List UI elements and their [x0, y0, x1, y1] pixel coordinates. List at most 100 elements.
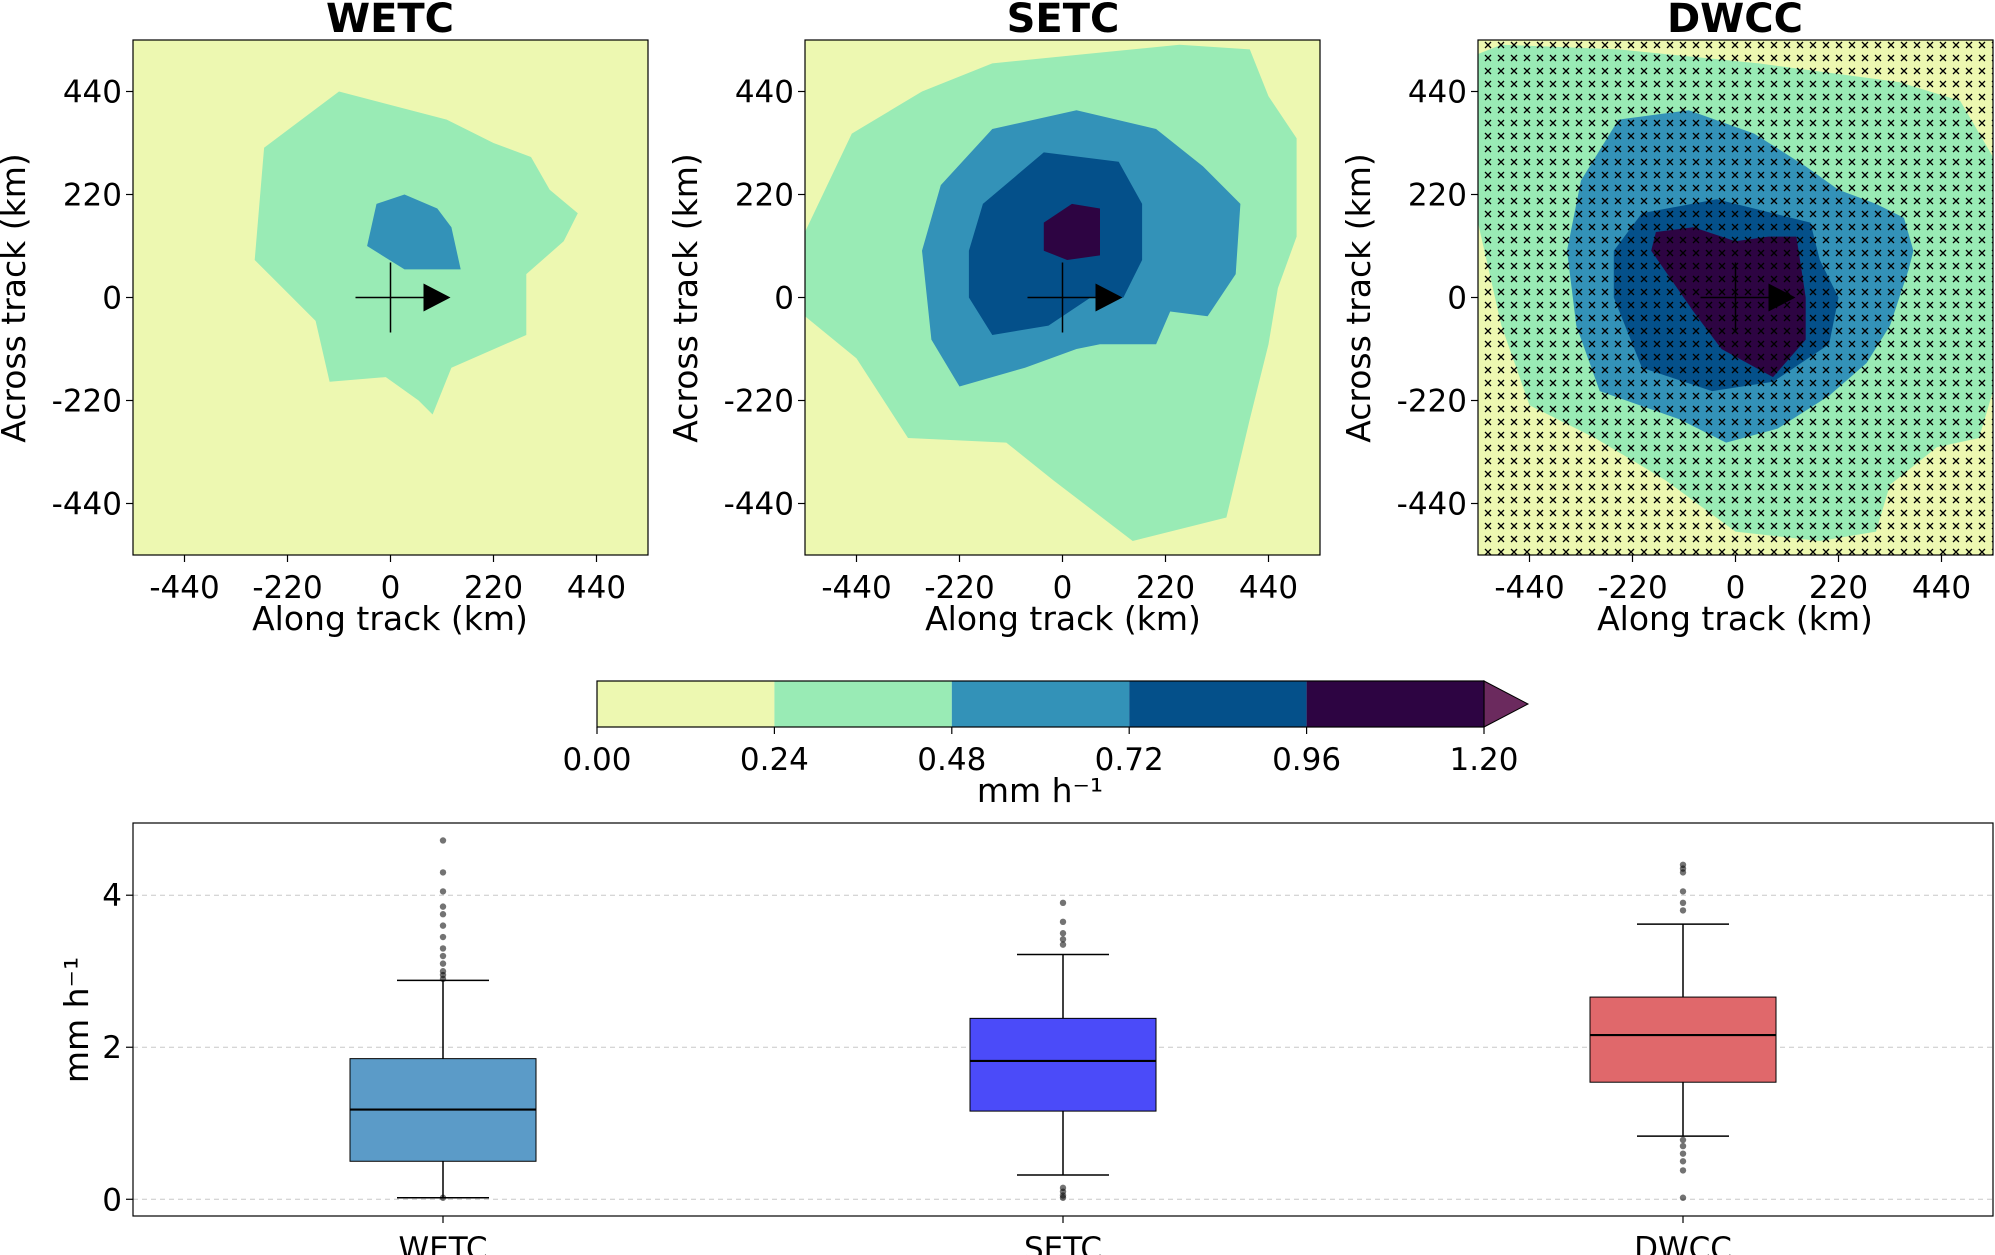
outlier-point: [1679, 861, 1687, 869]
outlier-point: [1059, 1184, 1067, 1192]
colorbar-tick-label: 0.24: [740, 742, 809, 778]
y-ticks: 440 220 0 -220 -440: [1397, 75, 1478, 523]
colorbar-outline: [596, 680, 1485, 728]
map-title: WETC: [326, 0, 454, 42]
box-iqr: [1589, 996, 1777, 1083]
outlier-point: [439, 945, 447, 952]
x-tick-label: -220: [1597, 570, 1667, 606]
outlier-point: [1679, 1136, 1687, 1144]
motion-arrow-icon: [1095, 283, 1123, 312]
y-tick-label: 220: [735, 178, 794, 214]
colorbar-extend-arrow: [1483, 680, 1530, 728]
map-panel-wetc: WETC -440 -220 0 220 440 440 220 0 -220 -440 Alo…: [0, 0, 649, 638]
x-tick-label: 0: [1053, 570, 1073, 606]
outlier-point: [439, 1194, 447, 1201]
outlier-point: [439, 911, 447, 918]
colorbar-label: mm h⁻¹: [977, 771, 1103, 810]
x-tick-label: 440: [567, 570, 626, 606]
colorbar: 0.00 0.24 0.48 0.72 0.96 1.20 mm h⁻¹: [562, 680, 1530, 810]
x-axis-label: Along track (km): [925, 599, 1201, 638]
boxplot-panel: 0 2 4 WETC SETC DWCC mm h⁻¹: [57, 822, 1994, 1255]
colorbar-tick-label: 0.48: [917, 742, 986, 778]
x-axis-label: Along track (km): [252, 599, 528, 638]
outlier-point: [439, 903, 447, 910]
x-ticks: -440 -220 0 220 440: [821, 555, 1298, 606]
y-axis-label: mm h⁻¹: [57, 957, 96, 1083]
outlier-point: [439, 933, 447, 941]
outlier-point: [1059, 941, 1067, 948]
map-title: DWCC: [1667, 0, 1803, 42]
y-tick-label: 0: [774, 281, 794, 317]
y-tick-label: 440: [63, 75, 122, 111]
map-title: SETC: [1007, 0, 1120, 42]
y-axis-label: Across track (km): [1339, 153, 1378, 443]
y-tick-label: -440: [724, 487, 794, 523]
outlier-point: [1679, 888, 1687, 895]
y-tick-label: -220: [1397, 384, 1467, 420]
colorbar-swatch: [951, 681, 1130, 727]
outlier-point: [1059, 918, 1067, 926]
y-tick-label: 4: [102, 878, 122, 914]
outlier-point: [439, 869, 447, 876]
contour-fills: [133, 40, 648, 555]
box-setc: [969, 899, 1157, 1201]
x-tick-label: 0: [381, 570, 401, 606]
outlier-point: [1679, 1158, 1687, 1165]
colorbar-ticks: 0.00 0.24 0.48 0.72 0.96 1.20: [562, 727, 1519, 778]
outlier-point: [1059, 899, 1067, 907]
y-tick-label: 220: [63, 178, 122, 214]
outlier-point: [439, 922, 447, 929]
x-tick-label: 220: [464, 570, 523, 606]
colorbar-segments: [596, 680, 1530, 728]
outlier-point: [1679, 1142, 1687, 1150]
box-iqr: [969, 1017, 1157, 1112]
x-tick-label: -220: [924, 570, 994, 606]
colorbar-tick-label: 0.96: [1272, 742, 1341, 778]
y-tick-label: -440: [52, 487, 122, 523]
motion-arrow-icon: [423, 283, 451, 312]
outlier-point: [439, 960, 447, 967]
x-tick-label: SETC: [1024, 1231, 1102, 1255]
y-tick-label: -440: [1397, 487, 1467, 523]
outlier-point: [439, 968, 447, 975]
x-tick-label: -220: [252, 570, 322, 606]
y-axis-label: Across track (km): [0, 153, 33, 443]
contour-0.48-0.72: [367, 194, 461, 270]
colorbar-swatch: [774, 681, 952, 727]
y-ticks: 440 220 0 -220 -440: [724, 75, 805, 523]
colorbar-swatch: [1306, 681, 1484, 727]
colorbar-tick-label: 0.00: [562, 742, 631, 778]
box-wetc: [349, 837, 537, 1201]
contour-fills: [805, 40, 1320, 555]
outlier-point: [439, 837, 447, 844]
storm-center-marker: [355, 262, 451, 333]
map-panel-dwcc: DWCC -440 -220 0 220 440 440 220 0 -220 -440 Alo…: [1339, 0, 1994, 638]
x-tick-label: 440: [1912, 570, 1971, 606]
y-tick-label: 440: [735, 75, 794, 111]
x-tick-label: 220: [1136, 570, 1195, 606]
x-axis-label: Along track (km): [1597, 599, 1873, 638]
x-ticks: WETC SETC DWCC: [398, 1216, 1732, 1255]
x-tick-label: 220: [1809, 570, 1868, 606]
storm-center-marker: [1700, 262, 1796, 333]
x-tick-label: -440: [821, 570, 891, 606]
outlier-point: [439, 952, 447, 960]
y-tick-label: 220: [1408, 178, 1467, 214]
colorbar-tick-label: 1.20: [1449, 742, 1518, 778]
outlier-point: [1679, 1167, 1687, 1174]
x-tick-label: WETC: [398, 1231, 487, 1255]
y-tick-label: -220: [724, 384, 794, 420]
outlier-point: [1679, 1194, 1687, 1201]
x-tick-label: -440: [1494, 570, 1564, 606]
x-tick-label: -440: [149, 570, 219, 606]
y-tick-label: -220: [52, 384, 122, 420]
motion-arrow-icon: [1768, 283, 1796, 312]
outlier-point: [1059, 930, 1067, 937]
outlier-point: [1679, 899, 1687, 907]
colorbar-tick-label: 0.72: [1095, 742, 1164, 778]
x-ticks: -440 -220 0 220 440: [149, 555, 626, 606]
y-ticks: 0 2 4: [102, 878, 133, 1218]
x-tick-label: DWCC: [1634, 1231, 1732, 1255]
y-tick-label: 440: [1408, 75, 1467, 111]
